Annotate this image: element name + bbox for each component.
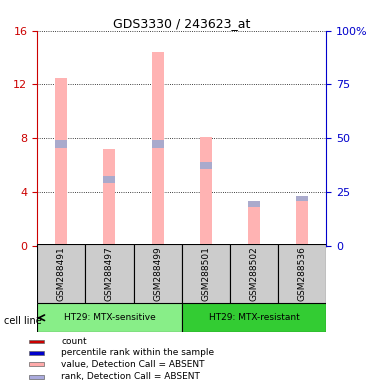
Bar [55, 139, 67, 147]
Bar [85, 244, 134, 303]
Text: GSM288501: GSM288501 [201, 246, 210, 301]
Text: GSM288536: GSM288536 [298, 246, 307, 301]
Bar [29, 375, 44, 379]
Title: GDS3330 / 243623_at: GDS3330 / 243623_at [113, 17, 250, 30]
Bar [152, 52, 164, 246]
Bar [230, 244, 278, 303]
Text: value, Detection Call = ABSENT: value, Detection Call = ABSENT [61, 360, 205, 369]
Bar [37, 303, 182, 332]
Bar [55, 78, 67, 246]
Bar [182, 244, 230, 303]
Bar [134, 244, 182, 303]
Bar [248, 201, 260, 207]
Bar [278, 244, 326, 303]
Text: GSM288491: GSM288491 [57, 246, 66, 301]
Text: GSM288499: GSM288499 [153, 246, 162, 301]
Text: rank, Detection Call = ABSENT: rank, Detection Call = ABSENT [61, 372, 200, 381]
Bar [29, 351, 44, 355]
Text: cell line: cell line [4, 316, 42, 326]
Bar [29, 340, 44, 343]
Bar [200, 137, 212, 246]
Bar [182, 303, 326, 332]
Text: GSM288502: GSM288502 [250, 246, 259, 301]
Bar [37, 244, 85, 303]
Text: GSM288497: GSM288497 [105, 246, 114, 301]
Text: count: count [61, 337, 87, 346]
Bar [296, 196, 308, 246]
Text: HT29: MTX-resistant: HT29: MTX-resistant [209, 313, 299, 322]
Bar [104, 176, 115, 183]
Bar [296, 196, 308, 201]
Bar [200, 162, 212, 169]
Bar [104, 149, 115, 246]
Text: percentile rank within the sample: percentile rank within the sample [61, 348, 214, 358]
Text: HT29: MTX-sensitive: HT29: MTX-sensitive [63, 313, 155, 322]
Bar [29, 362, 44, 366]
Bar [248, 203, 260, 246]
Bar [152, 139, 164, 147]
